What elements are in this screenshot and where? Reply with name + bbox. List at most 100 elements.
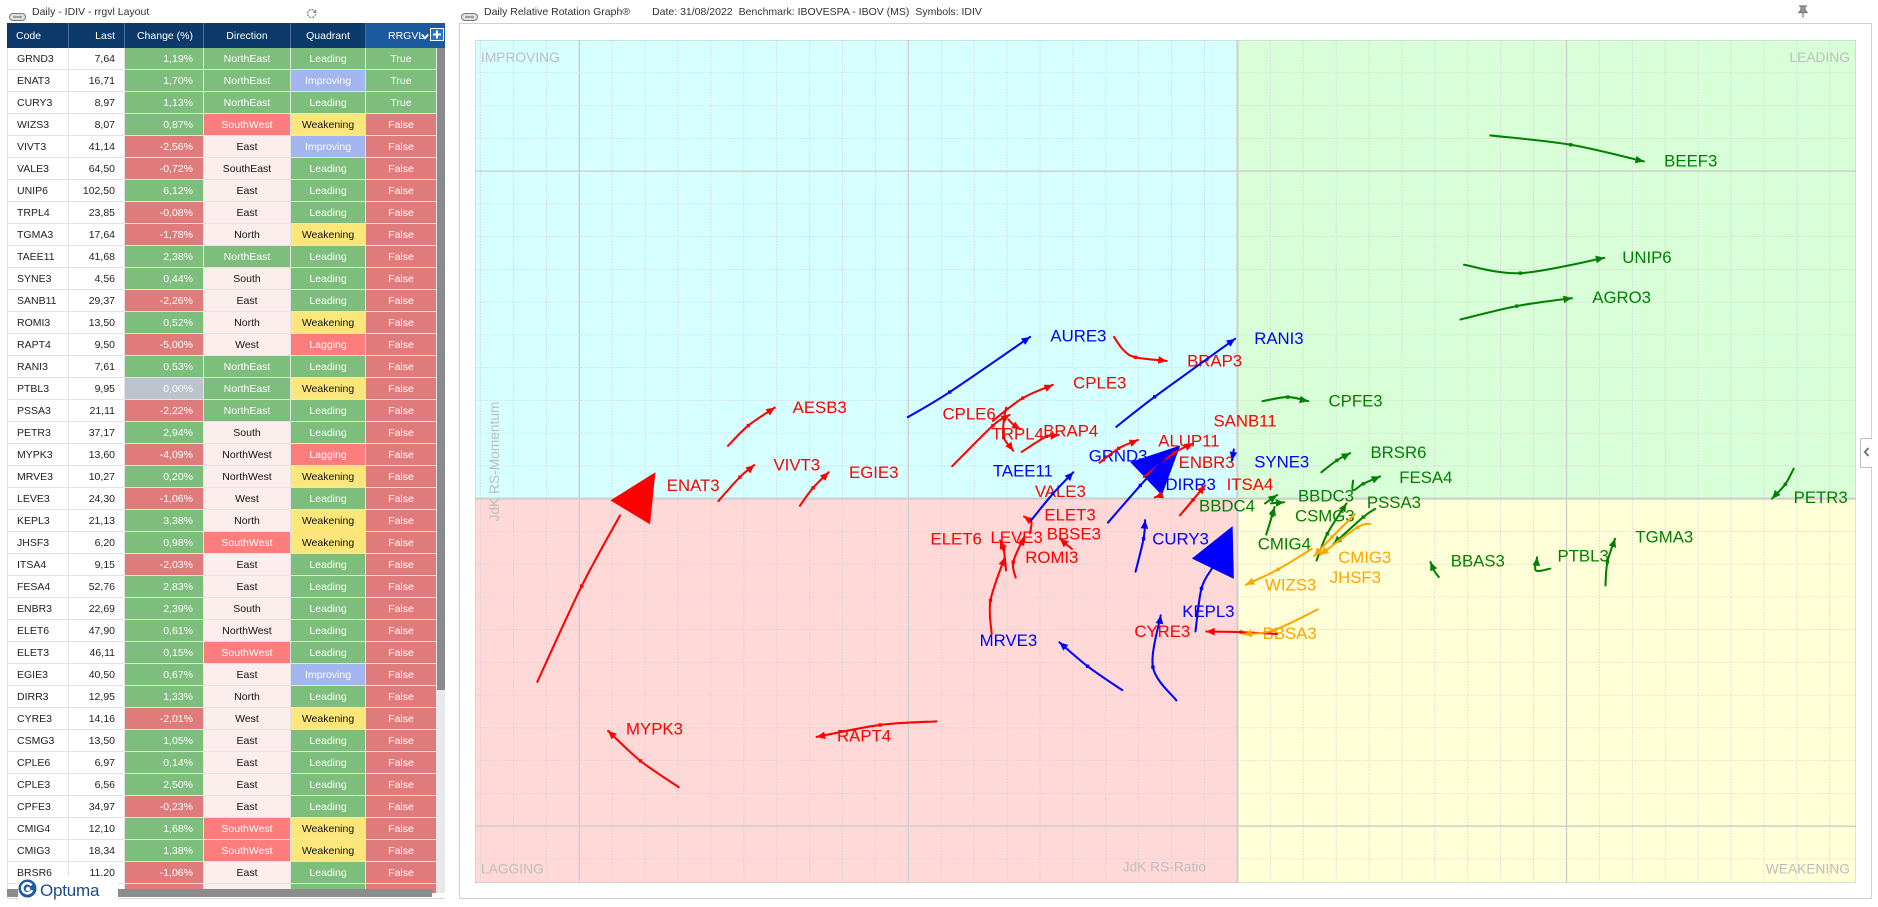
symbol-label[interactable]: CMIG4 (1258, 535, 1311, 554)
symbol-label[interactable]: WIZS3 (1265, 575, 1316, 594)
symbol-label[interactable]: RAPT4 (837, 727, 891, 746)
symbol-trail[interactable] (1462, 255, 1606, 275)
symbol-trail[interactable] (951, 413, 1011, 468)
symbol-trail[interactable] (906, 335, 1032, 419)
symbol-trail[interactable] (1030, 471, 1075, 522)
symbol-trail[interactable] (1151, 614, 1178, 702)
table-row[interactable]: FESA4 52,76 2,83% East Leading False (7, 576, 437, 598)
table-row[interactable]: KEPL3 21,13 3,38% North Weakening False (7, 510, 437, 532)
symbol-trail[interactable] (607, 729, 680, 789)
symbol-label[interactable]: CPLE6 (943, 405, 996, 424)
symbol-trail[interactable] (1153, 491, 1164, 499)
symbol-label[interactable]: ENAT3 (667, 476, 720, 495)
table-row[interactable]: EGIE3 40,50 0,67% East Improving False (7, 664, 437, 686)
symbol-label[interactable]: AGRO3 (1592, 288, 1651, 307)
collapse-panel-button[interactable] (1860, 438, 1872, 468)
symbol-trail[interactable] (1429, 561, 1440, 579)
symbol-trail[interactable] (991, 383, 1054, 422)
vertical-scrollbar-thumb[interactable] (437, 48, 445, 690)
symbol-trail[interactable] (1265, 505, 1276, 536)
symbol-label[interactable]: SYNE3 (1254, 452, 1309, 471)
table-row[interactable]: MYPK3 13,60 -4,09% NorthWest Lagging False (7, 444, 437, 466)
table-row[interactable]: GRND3 7,64 1,19% NorthEast Leading True (7, 48, 437, 70)
symbol-trail[interactable] (1320, 452, 1352, 474)
table-row[interactable]: VALE3 64,50 -0,72% SouthEast Leading False (7, 158, 437, 180)
symbol-trail[interactable] (1229, 448, 1238, 462)
symbol-trail[interactable] (1058, 537, 1074, 550)
horizontal-scrollbar[interactable] (7, 889, 432, 897)
table-row[interactable]: CURY3 8,97 1,13% NorthEast Leading True (7, 92, 437, 114)
symbol-label[interactable]: FESA4 (1399, 468, 1452, 487)
column-header-rrgvl[interactable]: RRGVL (366, 23, 445, 48)
table-row[interactable]: ENBR3 22,69 2,39% South Leading False (7, 598, 437, 620)
table-row[interactable]: CMIG4 12,10 1,68% SouthWest Weakening False (7, 818, 437, 840)
symbol-trail[interactable] (1351, 475, 1382, 492)
symbol-label[interactable]: TAEE11 (993, 461, 1053, 480)
symbol-label[interactable]: BBAS3 (1451, 551, 1505, 570)
column-header-code[interactable]: Code (7, 23, 69, 48)
symbol-trail[interactable] (1242, 608, 1319, 638)
table-row[interactable]: ENAT3 16,71 1,70% NorthEast Improving True (7, 70, 437, 92)
symbol-label[interactable]: LEVE3 (990, 528, 1042, 547)
symbol-label[interactable]: CMIG3 (1338, 548, 1391, 567)
symbol-trail[interactable] (1134, 519, 1149, 573)
symbol-label[interactable]: CPLE3 (1073, 374, 1126, 393)
table-row[interactable]: TGMA3 17,64 -1,78% North Weakening False (7, 224, 437, 246)
table-row[interactable]: BRSR6 11,20 -1,06% East Leading False (7, 862, 437, 884)
symbol-trail[interactable] (1007, 418, 1022, 431)
symbol-trail[interactable] (798, 471, 830, 507)
table-row[interactable]: SYNE3 4,56 0,44% South Leading False (7, 268, 437, 290)
table-row[interactable]: ELET3 46,11 0,15% SouthWest Leading False (7, 642, 437, 664)
symbol-trail[interactable] (717, 464, 756, 503)
symbol-label[interactable]: VIVT3 (773, 456, 820, 475)
table-row[interactable]: SANB11 29,37 -2,26% East Leading False (7, 290, 437, 312)
symbol-label[interactable]: ITSA4 (1227, 475, 1274, 494)
symbol-trail[interactable] (1771, 467, 1795, 500)
symbol-label[interactable]: RANI3 (1254, 329, 1303, 348)
symbol-label[interactable]: MRVE3 (980, 631, 1038, 650)
symbol-trail[interactable] (1269, 499, 1286, 507)
symbol-label[interactable]: TGMA3 (1635, 527, 1693, 546)
table-row[interactable]: JHSF3 6,20 0,98% SouthWest Weakening False (7, 532, 437, 554)
table-row[interactable]: CYRE3 14,16 -2,01% West Weakening False (7, 708, 437, 730)
symbol-label[interactable]: BRAP3 (1187, 351, 1242, 370)
symbol-label[interactable]: ELET6 (931, 530, 982, 549)
symbol-label[interactable]: ENBR3 (1179, 453, 1235, 472)
table-row[interactable]: CPFE3 34,97 -0,23% East Leading False (7, 796, 437, 818)
add-column-icon[interactable] (430, 28, 444, 44)
table-row[interactable]: ELET6 47,90 0,61% NorthWest Leading False (7, 620, 437, 642)
table-row[interactable]: CMIG3 18,34 1,38% SouthWest Weakening False (7, 840, 437, 862)
symbol-trail[interactable] (1098, 438, 1139, 464)
symbol-label[interactable]: CPFE3 (1329, 391, 1383, 410)
chevron-down-icon[interactable] (421, 31, 429, 43)
symbol-label[interactable]: CSMG3 (1295, 506, 1355, 525)
current-position-marker[interactable] (610, 472, 656, 525)
symbol-label[interactable]: BBSE3 (1047, 525, 1101, 544)
rrg-plot[interactable]: IMPROVING LEADING LAGGING WEAKENING JdK … (475, 40, 1856, 883)
table-row[interactable]: TAEE11 41,68 2,38% NorthEast Leading False (7, 246, 437, 268)
symbol-trail[interactable] (1261, 395, 1310, 404)
pin-icon[interactable] (1797, 5, 1809, 18)
symbol-label[interactable]: BRSR6 (1370, 443, 1426, 462)
symbol-trail[interactable] (1142, 442, 1195, 479)
symbol-trail[interactable] (1020, 432, 1060, 453)
column-header-quadrant[interactable]: Quadrant (291, 23, 366, 48)
table-row[interactable]: TRPL4 23,85 -0,08% East Leading False (7, 202, 437, 224)
symbol-trail[interactable] (1205, 627, 1279, 636)
symbol-label[interactable]: BBDC3 (1298, 486, 1354, 505)
symbol-trail[interactable] (988, 556, 1006, 635)
symbol-label[interactable]: CURY3 (1152, 530, 1209, 549)
symbol-trail[interactable] (1459, 295, 1573, 321)
column-header-last[interactable]: Last (69, 23, 125, 48)
symbol-trail[interactable] (1315, 502, 1348, 562)
symbol-label[interactable]: EGIE3 (849, 463, 898, 482)
table-row[interactable]: RAPT4 9,50 -5,00% West Lagging False (7, 334, 437, 356)
symbol-trail[interactable] (1115, 337, 1237, 428)
symbol-label[interactable]: ELET3 (1044, 505, 1095, 524)
symbol-label[interactable]: BEEF3 (1664, 151, 1717, 170)
symbol-trail[interactable] (1194, 567, 1214, 633)
table-row[interactable]: ROMI3 13,50 0,52% North Weakening False (7, 312, 437, 334)
symbol-label[interactable]: BBDC4 (1199, 496, 1255, 515)
table-row[interactable]: CPLE3 6,56 2,50% East Leading False (7, 774, 437, 796)
table-row[interactable]: UNIP6 102,50 6,12% East Leading False (7, 180, 437, 202)
